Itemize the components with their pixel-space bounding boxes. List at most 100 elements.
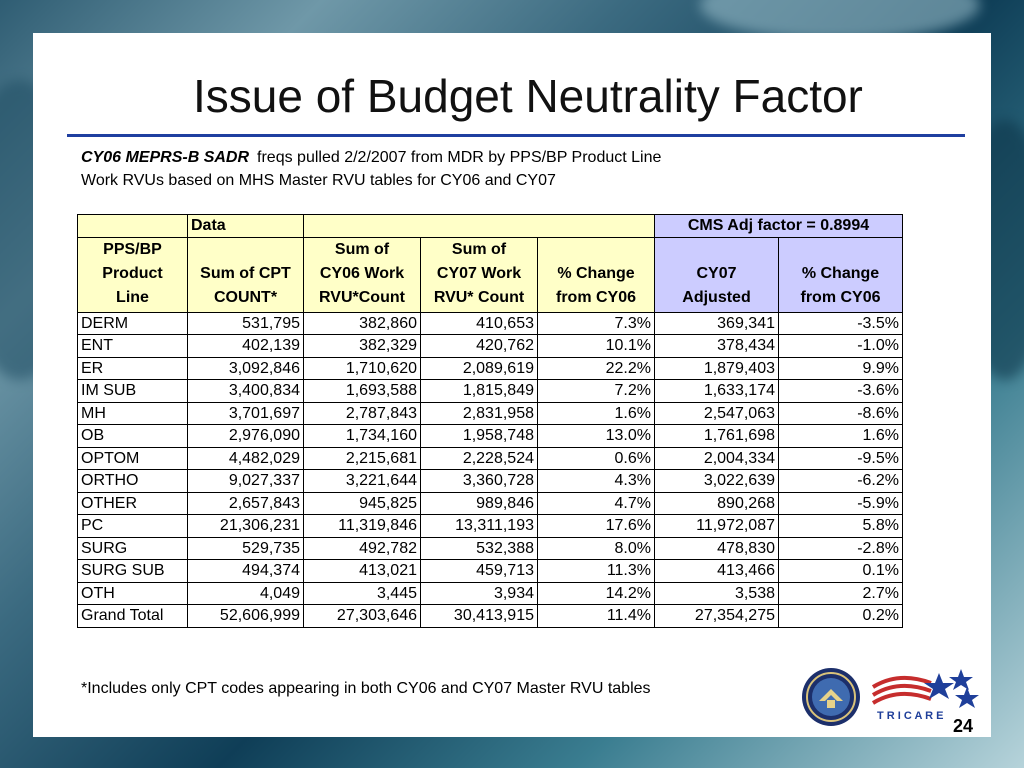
table-row: ENT 402,139 382,329 420,762 10.1% 378,434 -1.0… (77, 334, 903, 358)
value-cell: 369,341 (654, 311, 779, 335)
value-cell: 3,022,639 (654, 469, 779, 493)
value-cell: 2.7% (778, 581, 903, 605)
table-row: ER 3,092,846 1,710,620 2,089,619 22.2% 1,879,… (77, 356, 903, 380)
value-cell: 4,049 (187, 581, 304, 605)
value-cell: 5.8% (778, 514, 903, 538)
value-cell: 3,538 (654, 581, 779, 605)
column-header: % Change from CY06 (537, 236, 655, 313)
value-cell: 1,633,174 (654, 379, 779, 403)
table-top-row: Data CMS Adj factor = 0.8994 (77, 214, 903, 238)
value-cell: 4.7% (537, 491, 655, 515)
value-cell: 989,846 (420, 491, 538, 515)
value-cell: 410,653 (420, 311, 538, 335)
column-header: Sum of CY06 Work RVU*Count (303, 236, 421, 313)
value-cell: 10.1% (537, 334, 655, 358)
table-row: MH 3,701,697 2,787,843 2,831,958 1.6% 2,547,0… (77, 401, 903, 425)
value-cell: 27,354,275 (654, 604, 779, 628)
value-cell: -3.5% (778, 311, 903, 335)
value-cell: 531,795 (187, 311, 304, 335)
row-label-cell: ER (77, 356, 188, 380)
value-cell: 1,761,698 (654, 424, 779, 448)
row-label-cell: SURG (77, 536, 188, 560)
row-label-cell: ENT (77, 334, 188, 358)
value-cell: 13.0% (537, 424, 655, 448)
value-cell: 22.2% (537, 356, 655, 380)
value-cell: 3,092,846 (187, 356, 304, 380)
value-cell: 9.9% (778, 356, 903, 380)
value-cell: -9.5% (778, 446, 903, 470)
value-cell: 382,329 (303, 334, 421, 358)
value-cell: 11.4% (537, 604, 655, 628)
value-cell: 1,958,748 (420, 424, 538, 448)
value-cell: 11,319,846 (303, 514, 421, 538)
value-cell: 1,734,160 (303, 424, 421, 448)
value-cell: 3,934 (420, 581, 538, 605)
row-label-cell: IM SUB (77, 379, 188, 403)
value-cell: 2,831,958 (420, 401, 538, 425)
row-label-cell: OPTOM (77, 446, 188, 470)
row-label-cell: OTH (77, 581, 188, 605)
value-cell: 3,701,697 (187, 401, 304, 425)
value-cell: 0.6% (537, 446, 655, 470)
column-header: PPS/BP Product Line (77, 236, 188, 313)
table-row: IM SUB 3,400,834 1,693,588 1,815,849 7.2% 1,6… (77, 379, 903, 403)
value-cell: 4.3% (537, 469, 655, 493)
row-label-cell: OB (77, 424, 188, 448)
value-cell: 2,547,063 (654, 401, 779, 425)
value-cell: 30,413,915 (420, 604, 538, 628)
column-header: Sum of CY07 Work RVU* Count (420, 236, 538, 313)
value-cell: 2,089,619 (420, 356, 538, 380)
value-cell: -2.8% (778, 536, 903, 560)
value-cell: -1.0% (778, 334, 903, 358)
value-cell: 1,710,620 (303, 356, 421, 380)
value-cell: 378,434 (654, 334, 779, 358)
column-header: Sum of CPT COUNT* (187, 236, 304, 313)
value-cell: 420,762 (420, 334, 538, 358)
value-cell: 21,306,231 (187, 514, 304, 538)
table-row: OB 2,976,090 1,734,160 1,958,748 13.0% 1,761,… (77, 424, 903, 448)
value-cell: 3,400,834 (187, 379, 304, 403)
value-cell: 413,466 (654, 559, 779, 583)
value-cell: 1,693,588 (303, 379, 421, 403)
table-row: Grand Total 52,606,999 27,303,646 30,413,91… (77, 604, 903, 628)
svg-text:T R I C A R E: T R I C A R E (877, 710, 943, 721)
value-cell: 27,303,646 (303, 604, 421, 628)
value-cell: 3,221,644 (303, 469, 421, 493)
table-header-row: PPS/BP Product Line Sum of CPT COUNT* Sum o… (77, 236, 903, 313)
value-cell: 402,139 (187, 334, 304, 358)
value-cell: 4,482,029 (187, 446, 304, 470)
value-cell: 9,027,337 (187, 469, 304, 493)
row-label-cell: OTHER (77, 491, 188, 515)
value-cell: 0.2% (778, 604, 903, 628)
value-cell: 7.2% (537, 379, 655, 403)
subtitle-line-2: Work RVUs based on MHS Master RVU tables… (81, 172, 556, 189)
value-cell: 1,815,849 (420, 379, 538, 403)
value-cell: 478,830 (654, 536, 779, 560)
dod-seal-icon (802, 668, 860, 726)
value-cell: 492,782 (303, 536, 421, 560)
subtitle-line-1: CY06 MEPRS-B SADR freqs pulled 2/2/2007 f… (81, 149, 661, 167)
value-cell: 8.0% (537, 536, 655, 560)
table-corner-cell (77, 214, 188, 238)
table-row: SURG 529,735 492,782 532,388 8.0% 478,830 -2.8… (77, 536, 903, 560)
value-cell: 529,735 (187, 536, 304, 560)
rvu-table: Data CMS Adj factor = 0.8994 PPS/BP Produ… (77, 214, 903, 628)
value-cell: 3,445 (303, 581, 421, 605)
row-label-cell: DERM (77, 311, 188, 335)
table-row: OTH 4,049 3,445 3,934 14.2% 3,538 2.7% (77, 581, 903, 605)
value-cell: 459,713 (420, 559, 538, 583)
value-cell: 382,860 (303, 311, 421, 335)
value-cell: -6.2% (778, 469, 903, 493)
table-row: OTHER 2,657,843 945,825 989,846 4.7% 890,268-… (77, 491, 903, 515)
value-cell: 532,388 (420, 536, 538, 560)
value-cell: 11,972,087 (654, 514, 779, 538)
value-cell: 1.6% (537, 401, 655, 425)
value-cell: 11.3% (537, 559, 655, 583)
slide: Issue of Budget Neutrality Factor CY06 M… (33, 33, 991, 737)
value-cell: 0.1% (778, 559, 903, 583)
row-label-cell: PC (77, 514, 188, 538)
value-cell: 2,976,090 (187, 424, 304, 448)
data-label-cell: Data (187, 214, 304, 238)
value-cell: 413,021 (303, 559, 421, 583)
value-cell: 13,311,193 (420, 514, 538, 538)
